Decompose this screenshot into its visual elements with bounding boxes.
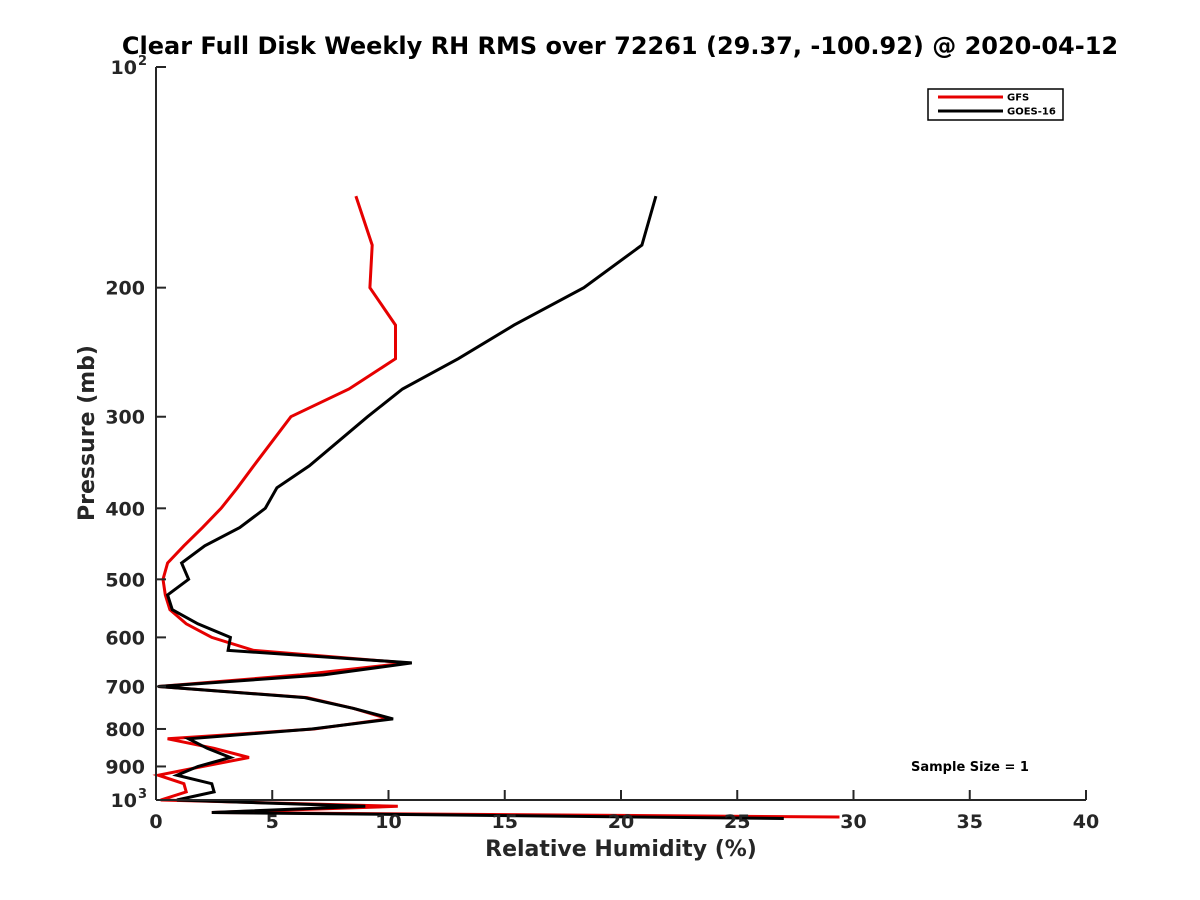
x-tick-label: 10 — [375, 811, 401, 833]
legend: GFS GOES-16 — [927, 88, 1064, 121]
x-tick-label: 5 — [266, 811, 279, 833]
x-axis-label: Relative Humidity (%) — [485, 837, 757, 862]
x-tick-label: 20 — [608, 811, 634, 833]
x-axis-ticks: 0 5 10 15 20 25 30 35 40 — [149, 790, 1099, 833]
y-tick-exponent: 3 — [138, 787, 147, 802]
sample-size-annotation: Sample Size = 1 — [911, 760, 1029, 775]
y-axis-label: Pressure (mb) — [75, 345, 100, 521]
y-tick-label: 400 — [105, 498, 145, 520]
x-tick-label: 40 — [1073, 811, 1099, 833]
legend-label-gfs: GFS — [1007, 93, 1029, 104]
chart-title: Clear Full Disk Weekly RH RMS over 72261… — [122, 32, 1118, 60]
x-tick-label: 25 — [724, 811, 750, 833]
y-tick-exponent: 2 — [138, 54, 147, 69]
series-layer — [152, 195, 840, 820]
y-tick-label: 600 — [105, 627, 145, 649]
y-tick-label: 500 — [105, 569, 145, 591]
x-tick-label: 0 — [149, 811, 162, 833]
y-tick-label: 10 — [111, 790, 137, 812]
legend-label-goes-16: GOES-16 — [1007, 107, 1056, 118]
legend-box — [927, 88, 1064, 121]
x-tick-label: 35 — [957, 811, 983, 833]
y-tick-label: 200 — [105, 278, 145, 300]
series-line-gfs — [152, 195, 840, 819]
y-tick-label: 300 — [105, 407, 145, 429]
y-tick-label: 700 — [105, 676, 145, 698]
series-line-goes-16 — [158, 195, 784, 820]
x-tick-label: 15 — [492, 811, 518, 833]
y-tick-label: 800 — [105, 719, 145, 741]
y-tick-label: 900 — [105, 756, 145, 778]
x-tick-label: 30 — [840, 811, 866, 833]
y-tick-label: 10 — [111, 57, 137, 79]
